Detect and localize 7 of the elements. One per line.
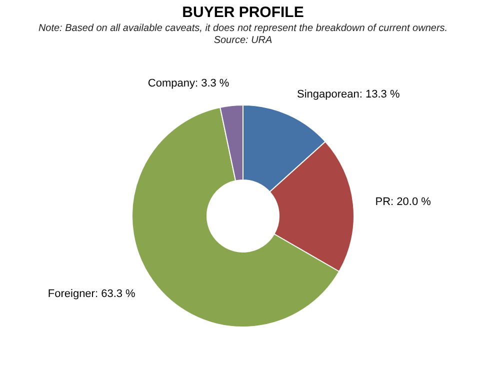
slice-label: Foreigner: 63.3 % — [48, 288, 136, 300]
source-note: Source: URA — [214, 35, 273, 46]
chart-title: BUYER PROFILE — [182, 4, 304, 21]
slice-label: Singaporean: 13.3 % — [297, 88, 400, 100]
slice-label: Company: 3.3 % — [148, 78, 230, 90]
slice-label: PR: 20.0 % — [375, 196, 432, 208]
text: Note: Based on all available caveats, it does not represent the breakdown of current owners. — [38, 23, 448, 34]
